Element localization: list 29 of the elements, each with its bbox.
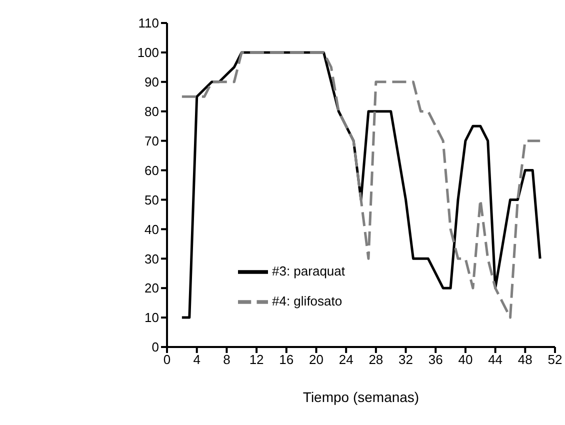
x-tick-label: 40 bbox=[458, 352, 473, 368]
x-tick-label: 24 bbox=[338, 352, 354, 368]
x-axis-title: Tiempo (semanas) bbox=[302, 389, 420, 405]
y-tick-label: 70 bbox=[144, 133, 160, 148]
x-tick-label: 44 bbox=[488, 352, 503, 368]
x-tick-label: 36 bbox=[428, 352, 443, 368]
y-tick-label: 100 bbox=[137, 45, 160, 60]
legend-label: #3: paraquat bbox=[272, 263, 346, 278]
x-tick-label: 52 bbox=[548, 352, 562, 368]
y-tick-label: 110 bbox=[138, 16, 160, 31]
y-tick-label: 10 bbox=[144, 310, 160, 326]
x-tick-label: 12 bbox=[249, 352, 264, 368]
y-tick-label: 0 bbox=[152, 340, 160, 355]
x-tick-label: 16 bbox=[279, 352, 294, 368]
x-tick-label: 0 bbox=[163, 352, 171, 368]
y-tick-label: 90 bbox=[144, 74, 160, 90]
x-tick-label: 48 bbox=[518, 352, 532, 368]
y-tick-label: 20 bbox=[144, 280, 160, 296]
y-tick-label: 40 bbox=[144, 222, 160, 237]
y-tick-label: 60 bbox=[144, 162, 160, 178]
y-tick-label: 30 bbox=[144, 251, 160, 266]
x-tick-label: 4 bbox=[193, 352, 200, 368]
legend-label: #4: glifosato bbox=[272, 293, 342, 308]
x-tick-label: 20 bbox=[309, 352, 324, 368]
x-tick-label: 28 bbox=[368, 352, 384, 368]
y-tick-label: 50 bbox=[144, 192, 160, 208]
x-tick-label: 32 bbox=[398, 352, 414, 368]
x-tick-label: 8 bbox=[223, 352, 230, 368]
y-tick-label: 80 bbox=[144, 104, 160, 119]
